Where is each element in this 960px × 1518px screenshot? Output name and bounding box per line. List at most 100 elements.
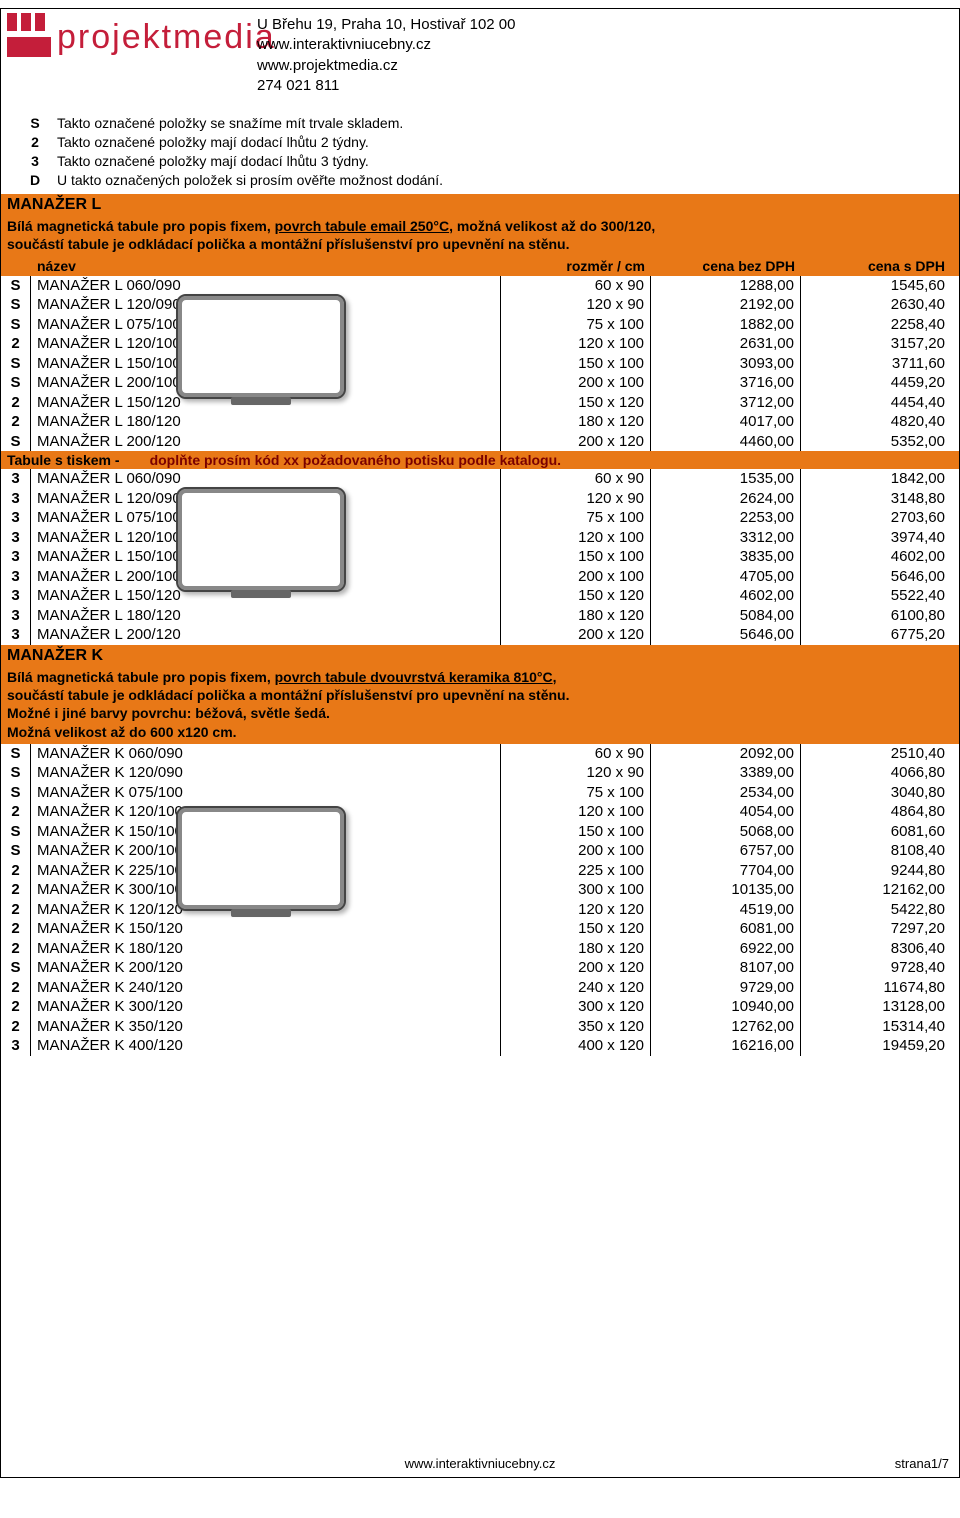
row-name: MANAŽER K 120/100: [31, 802, 501, 822]
desc-text: součástí tabule je odkládací polička a m…: [7, 687, 569, 703]
row-dim: 120 x 100: [501, 334, 651, 354]
table-row: 2MANAŽER L 150/120150 x 1203712,004454,4…: [1, 393, 959, 413]
table-row: 3MANAŽER L 075/10075 x 1002253,002703,60: [1, 508, 959, 528]
row-price-s: 2510,40: [801, 744, 951, 764]
row-dim: 120 x 120: [501, 900, 651, 920]
tisk-subheader: Tabule s tiskem - doplňte prosím kód xx …: [1, 451, 959, 469]
row-price-bez: 3835,00: [651, 547, 801, 567]
row-name: MANAŽER K 300/120: [31, 997, 501, 1017]
row-code: 2: [1, 393, 31, 413]
row-name: MANAŽER L 060/090: [31, 276, 501, 296]
row-code: 2: [1, 900, 31, 920]
row-code: 3: [1, 547, 31, 567]
row-price-s: 8108,40: [801, 841, 951, 861]
row-price-s: 4454,40: [801, 393, 951, 413]
row-dim: 60 x 90: [501, 276, 651, 296]
row-price-s: 1545,60: [801, 276, 951, 296]
tisk-title: Tabule s tiskem -: [7, 452, 120, 468]
desc-text: ,: [553, 669, 557, 685]
row-code: 2: [1, 978, 31, 998]
row-name: MANAŽER L 120/090: [31, 489, 501, 509]
row-dim: 225 x 100: [501, 861, 651, 881]
row-code: 3: [1, 1036, 31, 1056]
legend-text: Takto označené položky se snažíme mít tr…: [57, 114, 403, 133]
footer-page: strana1/7: [895, 1456, 949, 1471]
row-name: MANAŽER K 180/120: [31, 939, 501, 959]
row-name: MANAŽER K 225/100: [31, 861, 501, 881]
row-price-bez: 9729,00: [651, 978, 801, 998]
row-code: 3: [1, 606, 31, 626]
table-row: SMANAŽER L 200/100200 x 1003716,004459,2…: [1, 373, 959, 393]
row-price-bez: 4017,00: [651, 412, 801, 432]
row-code: 2: [1, 334, 31, 354]
table-row: 2MANAŽER K 120/100120 x 1004054,004864,8…: [1, 802, 959, 822]
row-price-s: 6775,20: [801, 625, 951, 645]
row-name: MANAŽER L 200/120: [31, 432, 501, 452]
row-price-s: 13128,00: [801, 997, 951, 1017]
row-name: MANAŽER K 200/100: [31, 841, 501, 861]
row-code: S: [1, 315, 31, 335]
desc-underline: povrch tabule email 250°C: [275, 218, 449, 234]
row-price-s: 9244,80: [801, 861, 951, 881]
address: U Břehu 19, Praha 10, Hostivař 102 00: [257, 15, 516, 35]
section-title-manazer-l: MANAŽER L: [1, 194, 959, 216]
desc-text: Bílá magnetická tabule pro popis fixem,: [7, 218, 275, 234]
legend-code: D: [27, 171, 43, 190]
footer: www.interaktivniucebny.cz strana1/7: [1, 1456, 959, 1471]
row-code: 2: [1, 880, 31, 900]
page: projektmedia U Břehu 19, Praha 10, Hosti…: [0, 8, 960, 1478]
row-dim: 200 x 100: [501, 841, 651, 861]
table-row: SMANAŽER L 120/090120 x 902192,002630,40: [1, 295, 959, 315]
row-name: MANAŽER L 060/090: [31, 469, 501, 489]
col-rozmer: rozměr / cm: [501, 258, 651, 274]
row-dim: 60 x 90: [501, 744, 651, 764]
row-price-s: 2703,60: [801, 508, 951, 528]
logo-area: projektmedia: [7, 13, 257, 96]
row-price-bez: 3389,00: [651, 763, 801, 783]
row-price-bez: 16216,00: [651, 1036, 801, 1056]
row-price-s: 3148,80: [801, 489, 951, 509]
row-code: 2: [1, 1017, 31, 1037]
row-price-s: 3974,40: [801, 528, 951, 548]
row-name: MANAŽER K 075/100: [31, 783, 501, 803]
row-name: MANAŽER K 200/120: [31, 958, 501, 978]
row-price-s: 1842,00: [801, 469, 951, 489]
table-row: 3MANAŽER L 060/09060 x 901535,001842,00: [1, 469, 959, 489]
table-row: 3MANAŽER L 180/120180 x 1205084,006100,8…: [1, 606, 959, 626]
row-price-bez: 1882,00: [651, 315, 801, 335]
row-name: MANAŽER L 075/100: [31, 315, 501, 335]
table-row: 2MANAŽER K 180/120180 x 1206922,008306,4…: [1, 939, 959, 959]
row-code: 3: [1, 586, 31, 606]
table-row: 3MANAŽER L 120/090120 x 902624,003148,80: [1, 489, 959, 509]
row-code: 2: [1, 919, 31, 939]
row-price-bez: 10940,00: [651, 997, 801, 1017]
row-price-s: 8306,40: [801, 939, 951, 959]
row-name: MANAŽER K 350/120: [31, 1017, 501, 1037]
row-code: 2: [1, 861, 31, 881]
table-row: 2MANAŽER L 180/120180 x 1204017,004820,4…: [1, 412, 959, 432]
row-dim: 200 x 120: [501, 432, 651, 452]
row-name: MANAŽER K 120/090: [31, 763, 501, 783]
row-dim: 150 x 120: [501, 586, 651, 606]
row-name: MANAŽER L 200/100: [31, 373, 501, 393]
row-price-bez: 5084,00: [651, 606, 801, 626]
row-price-s: 4459,20: [801, 373, 951, 393]
row-code: S: [1, 276, 31, 296]
row-name: MANAŽER L 180/120: [31, 412, 501, 432]
table-row: 2MANAŽER K 300/100300 x 10010135,0012162…: [1, 880, 959, 900]
row-price-bez: 7704,00: [651, 861, 801, 881]
row-dim: 120 x 100: [501, 802, 651, 822]
row-dim: 120 x 100: [501, 528, 651, 548]
logo: projektmedia: [7, 13, 257, 57]
url-2: www.projektmedia.cz: [257, 56, 516, 76]
table-row: 3MANAŽER L 200/120200 x 1205646,006775,2…: [1, 625, 959, 645]
row-price-s: 15314,40: [801, 1017, 951, 1037]
row-dim: 300 x 120: [501, 997, 651, 1017]
col-s-dph: cena s DPH: [801, 258, 951, 274]
row-name: MANAŽER K 150/120: [31, 919, 501, 939]
row-price-s: 2630,40: [801, 295, 951, 315]
legend-text: U takto označených položek si prosím ově…: [57, 171, 443, 190]
legend-row: STakto označené položky se snažíme mít t…: [27, 114, 953, 133]
row-code: 3: [1, 469, 31, 489]
column-header: název rozměr / cm cena bez DPH cena s DP…: [1, 256, 959, 276]
